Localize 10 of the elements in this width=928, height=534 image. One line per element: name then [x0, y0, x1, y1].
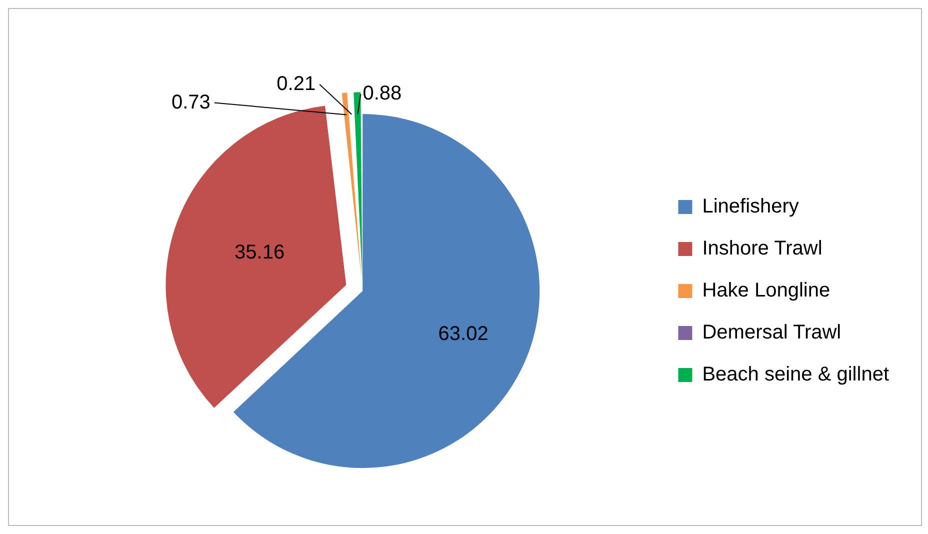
- legend-label: Demersal Trawl: [702, 322, 842, 344]
- legend-label: Beach seine & gillnet: [702, 364, 890, 386]
- data-label: 0.88: [362, 82, 402, 105]
- legend-label: Inshore Trawl: [702, 238, 822, 260]
- legend-label: Hake Longline: [702, 280, 830, 302]
- data-label: 0.21: [276, 72, 316, 95]
- data-label: 63.02: [438, 323, 488, 346]
- data-label: 35.16: [234, 242, 285, 264]
- legend-label: Linefishery: [702, 196, 799, 218]
- data-label: 0.73: [171, 91, 210, 114]
